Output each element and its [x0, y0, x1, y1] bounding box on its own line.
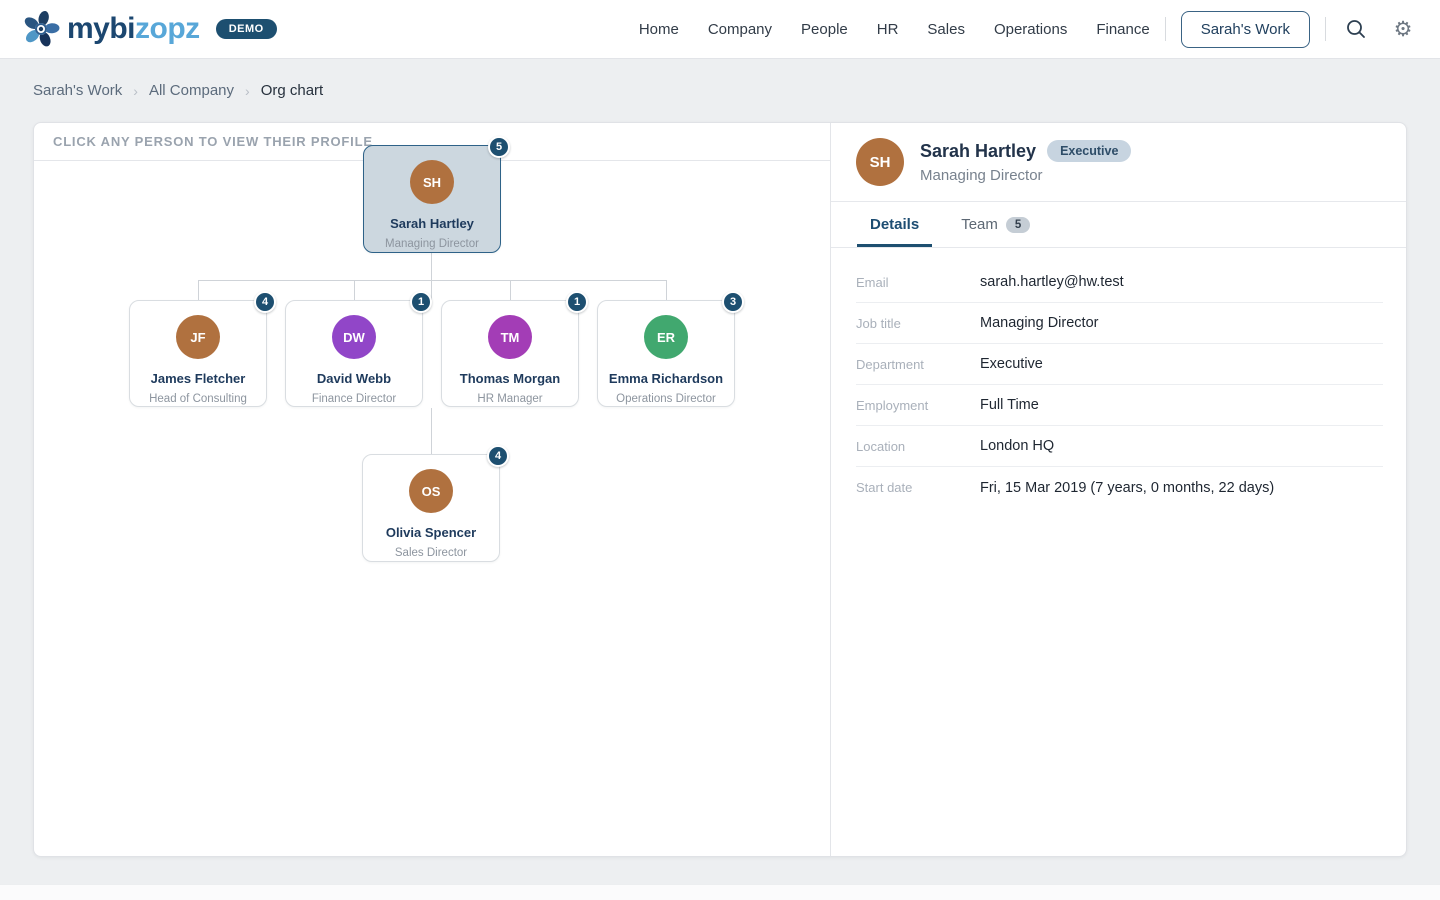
field-value: Managing Director [980, 315, 1099, 331]
breadcrumb: Sarah's Work › All Company › Org chart [33, 59, 323, 122]
field-value: London HQ [980, 438, 1055, 454]
field-label: Employment [856, 397, 929, 413]
top-navbar: mybizopz DEMO Home Company People HR Sal… [0, 0, 1440, 59]
profile-job-title: Managing Director [920, 167, 1043, 184]
field-row-email: Email sarah.hartley@hw.test [856, 262, 1383, 303]
avatar: JF [176, 315, 220, 359]
breadcrumb-separator: › [245, 82, 250, 99]
org-node-james-fletcher[interactable]: 4 JF James Fletcher Head of Consulting [129, 291, 276, 407]
field-label: Location [856, 438, 906, 454]
connector-line [354, 280, 355, 300]
field-row-job-title: Job title Managing Director [856, 303, 1383, 344]
department-badge: Executive [1047, 140, 1132, 162]
org-node-olivia-spencer[interactable]: 4 OS Olivia Spencer Sales Director [362, 445, 509, 562]
search-icon[interactable] [1341, 14, 1371, 44]
connector-line [431, 253, 432, 280]
profile-panel: SH Sarah Hartley Executive Managing Dire… [830, 123, 1406, 856]
person-name: David Webb [316, 371, 392, 386]
nav-divider [1325, 17, 1326, 41]
tab-details-label: Details [870, 216, 920, 233]
field-row-start-date: Start date Fri, 15 Mar 2019 (7 years, 0 … [856, 467, 1383, 508]
connector-line [431, 408, 432, 454]
tab-team[interactable]: Team 5 [961, 202, 1031, 247]
team-count-badge: 5 [1005, 216, 1031, 233]
org-chart-canvas: 5 SH Sarah Hartley Managing Director 4 J… [34, 136, 830, 856]
direct-reports-badge: 1 [410, 291, 432, 313]
direct-reports-badge: 4 [254, 291, 276, 313]
connector-line [510, 280, 511, 300]
direct-reports-badge: 4 [487, 445, 509, 467]
org-node-emma-richardson[interactable]: 3 ER Emma Richardson Operations Director [597, 291, 744, 407]
nav-divider [1164, 17, 1166, 41]
profile-details: Email sarah.hartley@hw.test Job title Ma… [831, 248, 1406, 508]
avatar: SH [410, 160, 454, 204]
direct-reports-badge: 3 [722, 291, 744, 313]
nav-item-company[interactable]: Company [707, 20, 773, 38]
direct-reports-badge: 5 [488, 136, 510, 158]
field-row-location: Location London HQ [856, 426, 1383, 467]
field-value: Executive [980, 356, 1043, 372]
workspace-button[interactable]: Sarah's Work [1180, 10, 1310, 48]
nav-item-home[interactable]: Home [638, 20, 679, 38]
profile-avatar: SH [856, 138, 904, 186]
field-value: sarah.hartley@hw.test [980, 274, 1124, 290]
breadcrumb-sarahs-work[interactable]: Sarah's Work [33, 82, 123, 99]
demo-badge: DEMO [215, 19, 277, 39]
main-nav: Home Company People HR Sales Operations … [639, 21, 1150, 38]
person-name: Sarah Hartley [390, 216, 474, 231]
footer-strip [0, 884, 1440, 900]
nav-item-finance[interactable]: Finance [1096, 20, 1150, 38]
person-title: Sales Director [394, 547, 468, 559]
nav-item-people[interactable]: People [801, 20, 848, 38]
org-node-sarah-hartley[interactable]: 5 SH Sarah Hartley Managing Director [363, 136, 510, 253]
connector-line [198, 280, 667, 281]
person-name: Thomas Morgan [459, 371, 561, 386]
nav-item-hr[interactable]: HR [876, 20, 899, 38]
field-value: Full Time [980, 397, 1039, 413]
direct-reports-badge: 1 [566, 291, 588, 313]
org-node-thomas-morgan[interactable]: 1 TM Thomas Morgan HR Manager [441, 291, 588, 407]
app-logo[interactable]: mybizopz [22, 10, 200, 48]
avatar: TM [488, 315, 532, 359]
nav-item-operations[interactable]: Operations [993, 20, 1068, 38]
avatar: DW [332, 315, 376, 359]
active-tab-underline [857, 244, 933, 247]
org-node-david-webb[interactable]: 1 DW David Webb Finance Director [285, 291, 432, 407]
field-label: Department [856, 356, 924, 372]
profile-tabs: Details Team 5 [831, 202, 1406, 248]
breadcrumb-all-company[interactable]: All Company [148, 82, 235, 99]
tab-team-label: Team [961, 216, 998, 233]
main-card: CLICK ANY PERSON TO VIEW THEIR PROFILE 5… [33, 122, 1407, 857]
field-value: Fri, 15 Mar 2019 (7 years, 0 months, 22 … [980, 479, 1275, 496]
person-title: Head of Consulting [149, 393, 247, 405]
person-title: HR Manager [477, 393, 543, 405]
breadcrumb-current: Org chart [260, 82, 324, 99]
nav-item-sales[interactable]: Sales [927, 20, 965, 38]
person-title: Managing Director [385, 238, 479, 250]
breadcrumb-separator: › [133, 82, 138, 99]
avatar: OS [409, 469, 453, 513]
field-row-employment: Employment Full Time [856, 385, 1383, 426]
connector-line [666, 280, 667, 300]
person-title: Operations Director [616, 393, 716, 405]
field-label: Start date [856, 480, 913, 495]
logo-wordmark: mybizopz [67, 12, 200, 45]
connector-line [431, 280, 432, 300]
connector-line [198, 280, 199, 300]
field-label: Job title [856, 315, 901, 331]
tab-details[interactable]: Details [857, 202, 933, 247]
person-name: Olivia Spencer [385, 525, 477, 540]
person-name: James Fletcher [150, 371, 246, 386]
field-row-department: Department Executive [856, 344, 1383, 385]
person-title: Finance Director [311, 393, 397, 405]
avatar: ER [644, 315, 688, 359]
gear-icon[interactable]: ⚙ [1393, 17, 1413, 41]
profile-name: Sarah Hartley [920, 140, 1037, 161]
orb-logo-icon [24, 10, 60, 47]
field-label: Email [856, 274, 889, 290]
profile-header: SH Sarah Hartley Executive Managing Dire… [831, 123, 1406, 202]
person-name: Emma Richardson [608, 371, 724, 386]
org-chart-panel: CLICK ANY PERSON TO VIEW THEIR PROFILE 5… [34, 123, 830, 856]
